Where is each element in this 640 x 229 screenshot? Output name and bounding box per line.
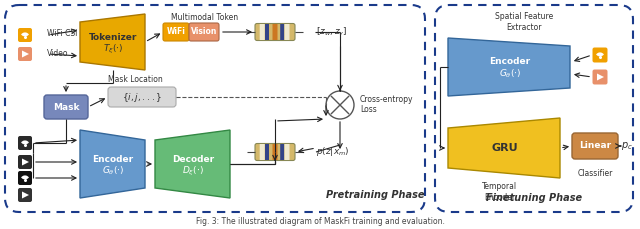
Polygon shape — [22, 158, 29, 166]
Polygon shape — [80, 130, 145, 198]
Text: $[z_w, z_v]$: $[z_w, z_v]$ — [316, 26, 348, 38]
Text: Tokenizer: Tokenizer — [89, 33, 137, 41]
FancyBboxPatch shape — [18, 188, 32, 202]
Text: Temporal
Encoder: Temporal Encoder — [483, 182, 518, 202]
FancyBboxPatch shape — [273, 144, 278, 160]
FancyBboxPatch shape — [18, 136, 32, 150]
FancyBboxPatch shape — [593, 69, 607, 85]
FancyBboxPatch shape — [108, 87, 176, 107]
FancyBboxPatch shape — [18, 171, 32, 185]
Text: Classifier: Classifier — [577, 169, 612, 177]
Text: WiFi: WiFi — [166, 27, 186, 36]
Text: Cross-entropy: Cross-entropy — [360, 95, 413, 104]
FancyBboxPatch shape — [163, 23, 189, 41]
FancyBboxPatch shape — [189, 23, 219, 41]
Text: Linear: Linear — [579, 142, 611, 150]
Text: $G_\theta(\cdot)$: $G_\theta(\cdot)$ — [499, 68, 521, 80]
FancyBboxPatch shape — [44, 95, 88, 119]
Text: $T_\xi(\cdot)$: $T_\xi(\cdot)$ — [103, 42, 123, 56]
Polygon shape — [22, 51, 29, 57]
FancyBboxPatch shape — [18, 28, 32, 42]
Text: Mask Location: Mask Location — [108, 76, 163, 85]
Polygon shape — [448, 118, 560, 178]
Text: Pretraining Phase: Pretraining Phase — [326, 190, 424, 200]
Text: Loss: Loss — [360, 106, 377, 114]
Polygon shape — [22, 191, 29, 199]
FancyBboxPatch shape — [285, 144, 289, 160]
Text: Spatial Feature
Extractor: Spatial Feature Extractor — [495, 12, 553, 32]
FancyBboxPatch shape — [572, 133, 618, 159]
FancyBboxPatch shape — [285, 24, 289, 40]
FancyBboxPatch shape — [265, 144, 269, 160]
Polygon shape — [597, 74, 604, 81]
Text: Video: Video — [47, 49, 68, 58]
Text: $p(z|x_m)$: $p(z|x_m)$ — [316, 145, 349, 158]
FancyBboxPatch shape — [280, 144, 284, 160]
Circle shape — [326, 91, 354, 119]
FancyBboxPatch shape — [265, 24, 269, 40]
Text: $\{i, j, ...\}$: $\{i, j, ...\}$ — [122, 90, 162, 104]
FancyBboxPatch shape — [280, 24, 284, 40]
Text: $G_\theta(\cdot)$: $G_\theta(\cdot)$ — [102, 165, 124, 177]
Polygon shape — [155, 130, 230, 198]
FancyBboxPatch shape — [18, 47, 32, 61]
Text: Vision: Vision — [191, 27, 217, 36]
Text: Finetuning Phase: Finetuning Phase — [486, 193, 582, 203]
Text: Mask: Mask — [52, 103, 79, 112]
FancyBboxPatch shape — [255, 24, 295, 41]
Text: Encoder: Encoder — [490, 57, 531, 66]
Polygon shape — [448, 38, 570, 96]
FancyBboxPatch shape — [273, 24, 278, 40]
Text: $D_\xi(\cdot)$: $D_\xi(\cdot)$ — [182, 164, 204, 177]
Polygon shape — [80, 14, 145, 70]
FancyBboxPatch shape — [18, 155, 32, 169]
Text: Multimodal Token: Multimodal Token — [172, 13, 239, 22]
FancyBboxPatch shape — [260, 144, 265, 160]
FancyBboxPatch shape — [593, 47, 607, 63]
Text: $p_c$: $p_c$ — [621, 140, 633, 152]
FancyBboxPatch shape — [260, 24, 265, 40]
FancyBboxPatch shape — [255, 144, 295, 161]
Text: Encoder: Encoder — [92, 155, 134, 164]
Text: Fig. 3: The illustrated diagram of MaskFi training and evaluation.: Fig. 3: The illustrated diagram of MaskF… — [196, 218, 444, 226]
Text: Decoder: Decoder — [172, 155, 214, 164]
Text: WiFi CSI: WiFi CSI — [47, 28, 77, 38]
Text: GRU: GRU — [492, 143, 518, 153]
